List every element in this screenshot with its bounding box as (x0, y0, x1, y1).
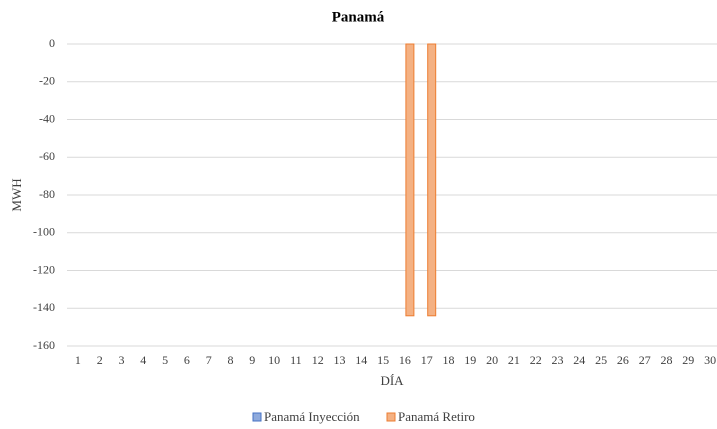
x-axis-label: DÍA (380, 373, 404, 388)
bar (405, 43, 415, 317)
x-tick-label: 8 (228, 353, 234, 367)
x-tick-label: 30 (704, 353, 716, 367)
y-tick-label: -100 (33, 225, 55, 239)
y-tick-label: -60 (39, 149, 55, 163)
y-tick-label: -80 (39, 187, 55, 201)
x-tick-label: 1 (75, 353, 81, 367)
x-tick-label: 26 (617, 353, 629, 367)
x-tick-label: 2 (97, 353, 103, 367)
y-tick-label: -160 (33, 338, 55, 352)
x-tick-label: 17 (421, 353, 433, 367)
legend-label: Panamá Inyección (264, 409, 360, 424)
x-tick-label: 15 (377, 353, 389, 367)
x-tick-label: 24 (573, 353, 585, 367)
x-tick-label: 22 (530, 353, 542, 367)
legend-swatch (386, 412, 396, 422)
x-tick-label: 27 (639, 353, 651, 367)
y-tick-label: 0 (49, 36, 55, 50)
x-tick-label: 10 (268, 353, 280, 367)
x-tick-label: 14 (355, 353, 367, 367)
x-tick-label: 21 (508, 353, 520, 367)
chart-title: Panamá (332, 9, 385, 25)
x-tick-label: 18 (443, 353, 455, 367)
x-tick-label: 3 (119, 353, 125, 367)
y-tick-label: -140 (33, 300, 55, 314)
x-tick-label: 13 (334, 353, 346, 367)
y-tick-label: -120 (33, 262, 55, 276)
x-tick-label: 20 (486, 353, 498, 367)
x-tick-label: 11 (290, 353, 302, 367)
x-tick-label: 28 (661, 353, 673, 367)
x-tick-label: 23 (552, 353, 564, 367)
x-tick-label: 25 (595, 353, 607, 367)
x-tick-label: 7 (206, 353, 212, 367)
x-tick-label: 6 (184, 353, 190, 367)
y-tick-label: -40 (39, 111, 55, 125)
bar (427, 43, 437, 317)
y-tick-label: -20 (39, 74, 55, 88)
y-axis-label: MWH (9, 178, 24, 211)
x-tick-label: 29 (682, 353, 694, 367)
legend-label: Panamá Retiro (398, 409, 475, 424)
x-tick-label: 12 (312, 353, 324, 367)
x-tick-label: 5 (162, 353, 168, 367)
x-tick-label: 4 (140, 353, 146, 367)
x-tick-label: 19 (464, 353, 476, 367)
x-tick-label: 16 (399, 353, 411, 367)
x-tick-label: 9 (249, 353, 255, 367)
legend-swatch (252, 412, 262, 422)
